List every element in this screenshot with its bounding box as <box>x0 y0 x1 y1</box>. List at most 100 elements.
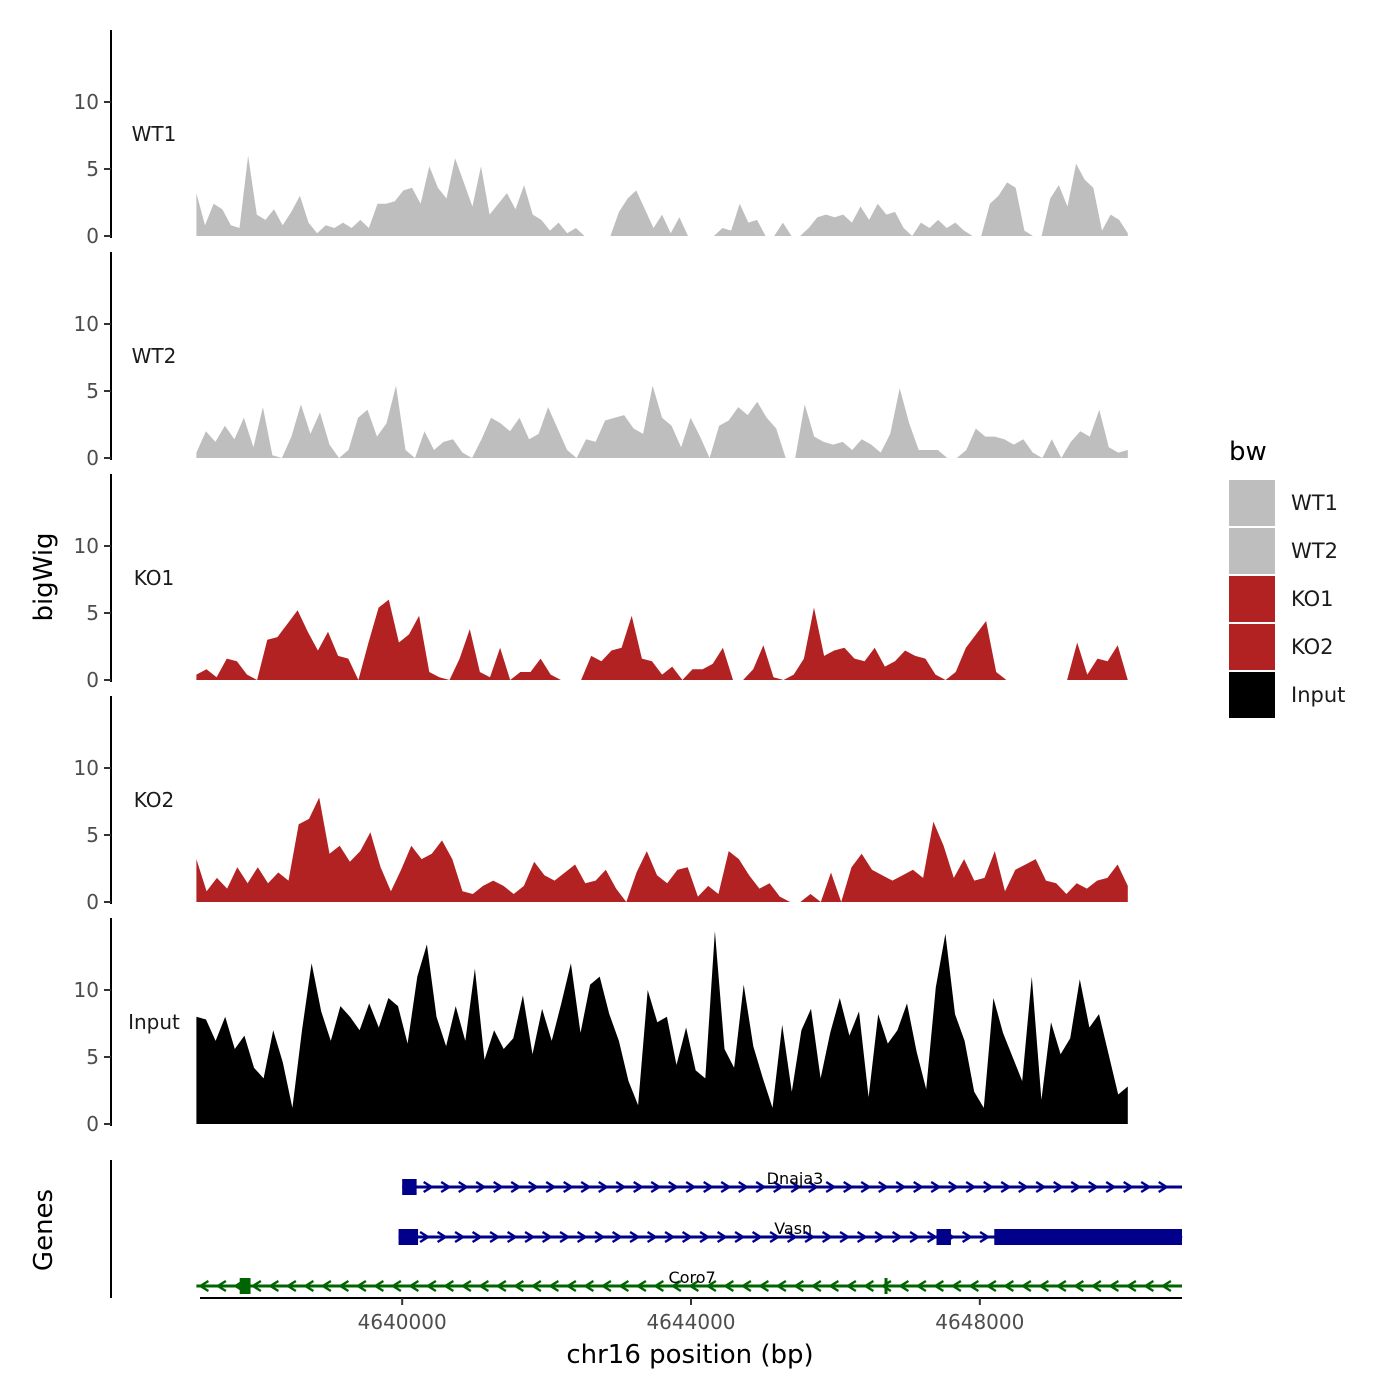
strand-arrow <box>1125 1279 1137 1293</box>
y-tick-label: 10 <box>74 978 99 1002</box>
strand-arrow <box>705 1279 717 1293</box>
strand-arrow <box>839 1230 851 1244</box>
strand-arrow <box>913 1180 924 1194</box>
strand-arrow <box>598 1180 609 1194</box>
exon <box>994 1229 1182 1245</box>
strand-arrow <box>716 1230 728 1244</box>
gene-coro7: Coro7 <box>196 1268 1182 1294</box>
strand-arrow <box>968 1279 980 1293</box>
strand-arrow <box>565 1279 577 1293</box>
track-label-ko2: KO2 <box>134 788 175 812</box>
strand-arrow <box>751 1230 763 1244</box>
strand-arrow <box>1160 1279 1172 1293</box>
strand-arrow <box>775 1279 787 1293</box>
strand-arrow <box>926 1230 938 1244</box>
x-tick-label: 4648000 <box>935 1310 1024 1334</box>
strand-arrow <box>1143 1279 1155 1293</box>
track-panel-input: 0 5 10 Input <box>74 918 1128 1136</box>
strand-arrow <box>510 1180 522 1194</box>
track-panel-ko1: 0 5 10 KO1 <box>74 474 1128 692</box>
legend-label-wt1: WT1 <box>1291 491 1338 515</box>
track-label-ko1: KO1 <box>134 566 175 590</box>
legend-swatch-wt1 <box>1229 480 1275 526</box>
strand-arrow <box>734 1230 746 1244</box>
strand-arrow <box>1020 1279 1032 1293</box>
strand-arrow <box>373 1279 385 1293</box>
y-tick-label: 5 <box>86 823 99 847</box>
exon <box>936 1229 951 1245</box>
gene-vasn: Vasn <box>398 1219 1183 1245</box>
legend-label-wt2: WT2 <box>1291 539 1338 563</box>
strand-arrow <box>1053 1180 1064 1194</box>
y-tick-label: 5 <box>86 157 99 181</box>
x-tick-label: 4640000 <box>358 1310 447 1334</box>
strand-arrow <box>1070 1180 1082 1194</box>
strand-arrow <box>758 1279 770 1293</box>
strand-arrow <box>454 1230 466 1244</box>
strand-arrow <box>460 1279 472 1293</box>
track-area-input <box>196 931 1128 1124</box>
strand-arrow <box>786 1230 798 1244</box>
strand-arrow <box>856 1230 868 1244</box>
y-tick-label: 10 <box>74 534 99 558</box>
strand-arrow <box>618 1279 630 1293</box>
strand-arrow <box>303 1279 315 1293</box>
strand-arrow <box>1018 1180 1029 1194</box>
strand-arrow <box>804 1230 816 1244</box>
y-tick-label: 5 <box>86 1045 99 1069</box>
exon <box>398 1229 419 1245</box>
strand-arrow <box>688 1279 700 1293</box>
strand-arrow <box>1073 1279 1085 1293</box>
strand-arrow <box>611 1230 623 1244</box>
strand-arrow <box>541 1230 553 1244</box>
strand-arrow <box>898 1279 910 1293</box>
strand-arrow <box>653 1279 665 1293</box>
strand-arrow <box>338 1279 350 1293</box>
strand-arrow <box>961 1230 973 1244</box>
strand-arrow <box>478 1279 490 1293</box>
x-axis-ticks: 4640000 4644000 4648000 <box>358 1298 1024 1334</box>
gene-label: Dnaja3 <box>767 1169 824 1188</box>
gene-label: Vasn <box>774 1219 812 1238</box>
y-tick-label: 10 <box>74 756 99 780</box>
strand-arrow <box>285 1279 297 1293</box>
strand-arrow <box>880 1279 892 1293</box>
strand-arrow <box>909 1230 921 1244</box>
strand-arrow <box>933 1279 945 1293</box>
strand-arrow <box>895 1180 907 1194</box>
strand-arrow <box>699 1230 711 1244</box>
strand-arrow <box>738 1180 749 1194</box>
strand-arrow <box>1055 1279 1067 1293</box>
strand-arrow <box>1003 1279 1015 1293</box>
strand-arrow <box>629 1230 641 1244</box>
strand-arrow <box>489 1230 501 1244</box>
track-area-ko1 <box>196 599 1128 680</box>
track-panel-wt2: 0 5 10 WT2 <box>74 252 1128 470</box>
strand-arrow <box>1123 1180 1134 1194</box>
strand-arrow <box>559 1230 571 1244</box>
track-area-wt1 <box>196 155 1128 236</box>
y-tick-label: 5 <box>86 379 99 403</box>
strand-arrow <box>563 1180 574 1194</box>
strand-arrow <box>440 1180 452 1194</box>
strand-arrow <box>1140 1180 1152 1194</box>
strand-arrow <box>528 1180 539 1194</box>
strand-arrow <box>600 1279 612 1293</box>
legend-swatch-input <box>1229 672 1275 718</box>
strand-arrow <box>635 1279 647 1293</box>
strand-arrow <box>1105 1180 1117 1194</box>
strand-arrow <box>1090 1279 1102 1293</box>
strand-arrow <box>720 1180 732 1194</box>
strand-arrow <box>681 1230 693 1244</box>
strand-arrow <box>390 1279 402 1293</box>
y-tick-label: 0 <box>86 890 99 914</box>
genes-axis-title: Genes <box>29 1189 59 1271</box>
strand-arrow <box>513 1279 525 1293</box>
strand-arrow <box>863 1279 875 1293</box>
legend-swatch-wt2 <box>1229 528 1275 574</box>
track-label-wt1: WT1 <box>132 122 177 146</box>
strand-arrow <box>576 1230 588 1244</box>
strand-arrow <box>793 1279 805 1293</box>
strand-arrow <box>1038 1279 1050 1293</box>
strand-arrow <box>408 1279 420 1293</box>
